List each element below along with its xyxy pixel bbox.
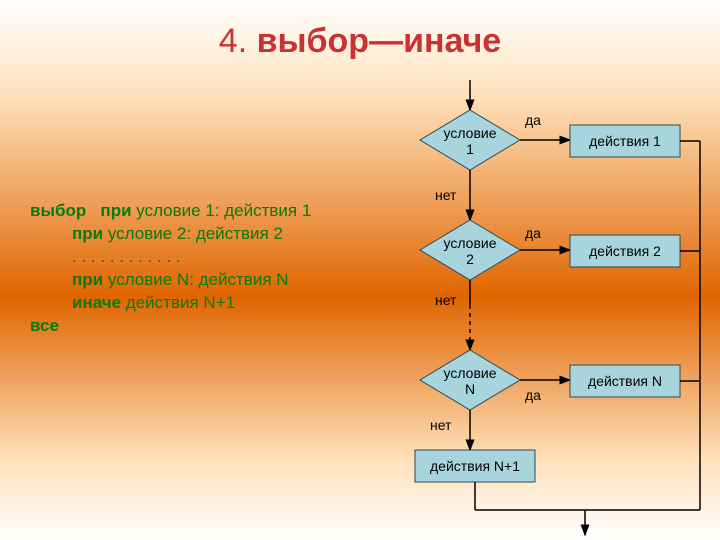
kw-vybor: выбор bbox=[30, 201, 86, 220]
cond2-text1: условие bbox=[444, 235, 497, 251]
label-yes-1: да bbox=[525, 112, 541, 128]
title-text: выбор—иначе bbox=[257, 22, 502, 60]
label-no-n: нет bbox=[430, 417, 452, 433]
actN-text: действия N bbox=[588, 373, 662, 389]
pseudocode-block: выбор при условие 1: действия 1 при усло… bbox=[30, 200, 311, 338]
kw-pri-1: при bbox=[100, 201, 131, 220]
condN-text1: условие bbox=[444, 365, 497, 381]
cond1-text1: условие bbox=[444, 125, 497, 141]
code-line-2: при условие 2: действия 2 bbox=[72, 223, 311, 246]
code-l4-rest: условие N: действия N bbox=[103, 270, 288, 289]
cond1-text2: 1 bbox=[466, 141, 474, 157]
flowchart: условие 1 да действия 1 нет условие 2 да… bbox=[360, 80, 720, 540]
code-line-5: иначе действия N+1 bbox=[72, 292, 311, 315]
code-line-3: . . . . . . . . . . . . bbox=[72, 246, 311, 269]
label-no-1: нет bbox=[435, 187, 457, 203]
label-no-2: нет bbox=[435, 292, 457, 308]
slide-title: 4. выбор—иначе bbox=[0, 22, 720, 61]
code-l1-rest: условие 1: действия 1 bbox=[132, 201, 312, 220]
code-l2-rest: условие 2: действия 2 bbox=[103, 224, 283, 243]
kw-pri-2: при bbox=[72, 224, 103, 243]
act1-text: действия 1 bbox=[589, 133, 661, 149]
code-line-4: при условие N: действия N bbox=[72, 269, 311, 292]
label-yes-2: да bbox=[525, 225, 541, 241]
code-l5-rest: действия N+1 bbox=[121, 293, 235, 312]
kw-inache: иначе bbox=[72, 293, 121, 312]
actNp1-text: действия N+1 bbox=[430, 458, 520, 474]
label-yes-n: да bbox=[525, 387, 541, 403]
code-line-6: все bbox=[30, 315, 311, 338]
condN-text2: N bbox=[465, 381, 475, 397]
slide: 4. выбор—иначе выбор при условие 1: дейс… bbox=[0, 0, 720, 540]
act2-text: действия 2 bbox=[589, 243, 661, 259]
kw-pri-n: при bbox=[72, 270, 103, 289]
title-number: 4. bbox=[219, 22, 247, 60]
kw-vse: все bbox=[30, 316, 59, 335]
code-line-1: выбор при условие 1: действия 1 bbox=[30, 200, 311, 223]
cond2-text2: 2 bbox=[466, 251, 474, 267]
